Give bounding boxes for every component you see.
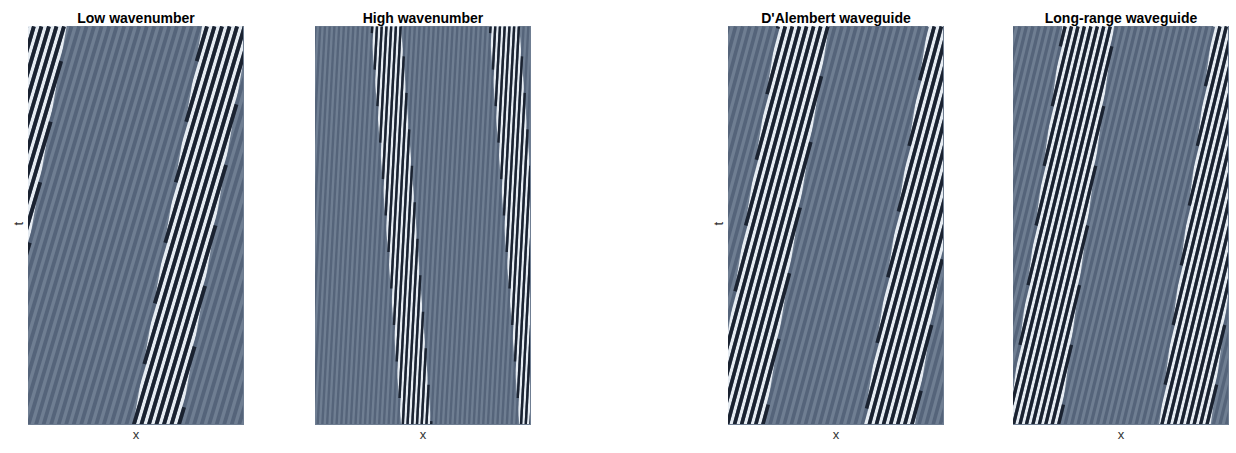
svg-text:x: x (1118, 427, 1125, 442)
svg-text:Long-range waveguide: Long-range waveguide (1045, 10, 1198, 26)
svg-text:x: x (833, 427, 840, 442)
svg-text:x: x (133, 427, 140, 442)
svg-text:t: t (711, 222, 726, 226)
svg-text:D'Alembert waveguide: D'Alembert waveguide (761, 10, 911, 26)
svg-text:High wavenumber: High wavenumber (363, 10, 484, 26)
svg-text:t: t (11, 222, 26, 226)
svg-text:x: x (420, 427, 427, 442)
svg-text:Low wavenumber: Low wavenumber (77, 10, 195, 26)
